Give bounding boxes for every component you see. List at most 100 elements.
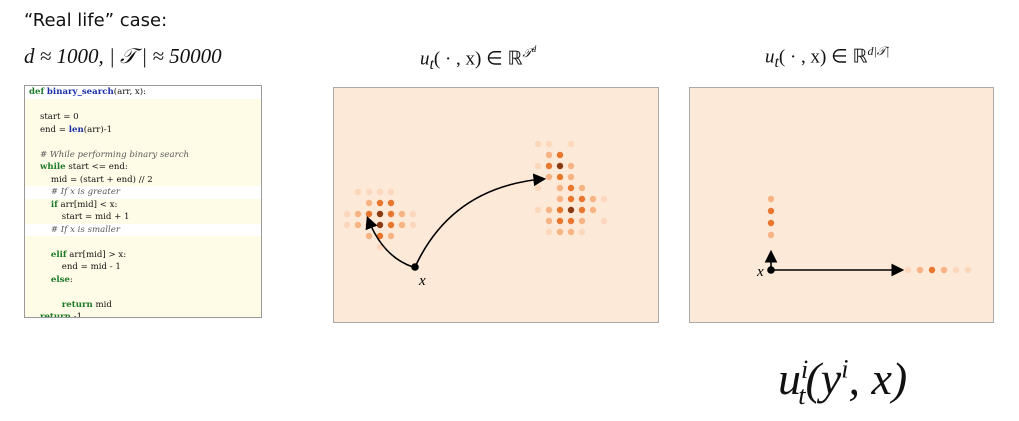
heat-dot <box>534 206 542 214</box>
dimension-estimate: d ≈ 1000, | 𝒯 | ≈ 50000 <box>24 44 222 68</box>
code-line: return -1 <box>25 311 261 317</box>
heat-dot <box>343 210 351 218</box>
heat-dot <box>534 162 542 170</box>
heat-dot <box>600 217 608 225</box>
heat-dot <box>545 228 553 236</box>
heat-dot <box>567 228 575 236</box>
code-line: return mid <box>25 298 261 311</box>
code-line: start = mid + 1 <box>25 211 261 224</box>
factorized-grid-panel: x <box>689 87 994 323</box>
heat-dot <box>567 206 575 214</box>
heat-dot <box>534 140 542 148</box>
heat-dot <box>387 199 395 207</box>
code-line: elif arr[mid] > x: <box>25 248 261 261</box>
heat-dot <box>589 195 597 203</box>
heat-dot <box>376 221 384 229</box>
heat-dot <box>365 210 373 218</box>
point-x-label: x <box>756 264 764 280</box>
slide-header: “Real life” case: <box>24 10 168 31</box>
heat-dot <box>556 217 564 225</box>
code-line <box>25 286 261 299</box>
code-line: end = len(arr)-1 <box>25 123 261 136</box>
formula-factorized-space: ut( · , x) ∈ ℝd|𝒯| <box>765 44 890 72</box>
heat-dot <box>556 162 564 170</box>
heat-dot <box>545 140 553 148</box>
heat-dot <box>545 206 553 214</box>
code-line: while start <= end: <box>25 161 261 174</box>
heat-dot <box>556 206 564 214</box>
heat-dot <box>767 231 775 239</box>
code-line: mid = (start + end) // 2 <box>25 173 261 186</box>
heat-dot <box>387 221 395 229</box>
heat-dot <box>578 195 586 203</box>
heat-dot <box>964 266 972 274</box>
heat-dot <box>365 232 373 240</box>
code-line: def binary_search(arr, x): <box>29 87 147 97</box>
heat-dot <box>376 232 384 240</box>
heat-dot <box>354 210 362 218</box>
heat-dot <box>556 228 564 236</box>
heat-dot <box>376 210 384 218</box>
heat-dot <box>545 162 553 170</box>
code-line: else: <box>25 273 261 286</box>
heat-dot <box>387 188 395 196</box>
output-formula: uit(yi, x) <box>778 353 908 410</box>
code-line: # If x is smaller <box>50 224 120 235</box>
heat-dot <box>545 217 553 225</box>
code-snippet: def binary_search(arr, x): start = 0 end… <box>24 85 262 318</box>
heat-dot <box>556 184 564 192</box>
heat-dot <box>578 217 586 225</box>
heat-dot <box>545 151 553 159</box>
heat-dot <box>545 173 553 181</box>
heat-dot <box>600 195 608 203</box>
heat-dot <box>767 195 775 203</box>
heat-dot <box>376 199 384 207</box>
heat-dot <box>578 228 586 236</box>
heat-dot <box>556 195 564 203</box>
heat-dot <box>365 188 373 196</box>
heat-dot <box>589 206 597 214</box>
code-line: start = 0 <box>25 111 261 124</box>
heat-dot <box>578 184 586 192</box>
heat-dot <box>567 195 575 203</box>
panel-background <box>333 87 659 323</box>
heat-dot <box>567 162 575 170</box>
heat-dot <box>387 232 395 240</box>
heat-dot <box>376 188 384 196</box>
heat-dot <box>398 210 406 218</box>
code-line <box>25 236 261 249</box>
heat-dot <box>567 184 575 192</box>
point-x <box>767 266 775 274</box>
heat-dot <box>354 188 362 196</box>
heat-dot <box>567 217 575 225</box>
heat-dot <box>365 199 373 207</box>
code-line <box>25 98 261 111</box>
heat-dot <box>952 266 960 274</box>
formula-tensor-space: ut( · , x) ∈ ℝ𝒯d <box>420 44 537 74</box>
heat-dot <box>409 221 417 229</box>
code-line: # If x is greater <box>50 187 121 197</box>
code-line: if arr[mid] < x: <box>25 198 261 211</box>
code-line: # While performing binary search <box>25 148 261 161</box>
arrow-to-cluster-a <box>365 216 414 268</box>
heat-dot <box>556 151 564 159</box>
heat-dot <box>534 184 542 192</box>
heat-dot <box>556 173 564 181</box>
code-line: end = mid - 1 <box>25 261 261 274</box>
tensor-grid-panel: x <box>333 87 659 323</box>
code-line <box>25 136 261 149</box>
heat-dot <box>567 173 575 181</box>
heat-dot <box>343 221 351 229</box>
arrow-to-cluster-b <box>415 173 547 266</box>
heat-dot <box>916 266 924 274</box>
heat-dot <box>567 140 575 148</box>
heat-dot <box>409 210 417 218</box>
heat-dot <box>904 266 912 274</box>
heat-dot <box>767 207 775 215</box>
heat-dot <box>578 206 586 214</box>
heat-dot <box>387 210 395 218</box>
panel-background <box>689 87 994 323</box>
heat-dot <box>767 219 775 227</box>
heat-dot <box>928 266 936 274</box>
point-x <box>411 263 419 271</box>
